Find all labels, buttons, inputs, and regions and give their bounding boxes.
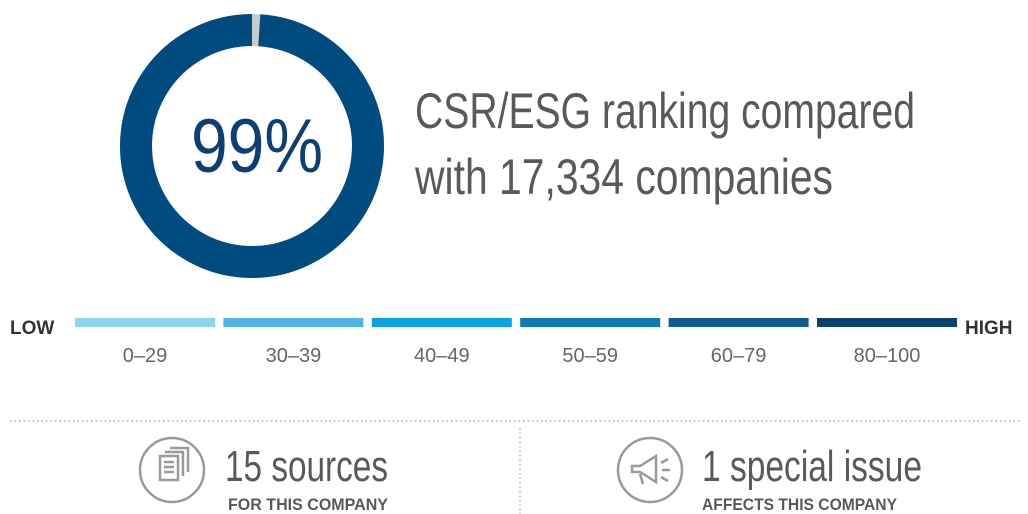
scale-band-label: 60–79 [711,345,767,367]
stat-subtitle: AFFECTS THIS COMPANY [702,495,898,514]
scale-band [75,318,215,327]
stat-title: 1 special issue [702,442,922,491]
stat-title: 15 sources [225,442,388,491]
sources-icon [138,436,206,504]
stat-subtitle: FOR THIS COMPANY [228,495,389,514]
scale-low: LOW [10,318,54,339]
scale-band-label: 80–100 [854,345,921,367]
scale-band [817,318,957,327]
score-label: 99% [191,104,323,189]
scale-band [668,318,809,327]
scale-band [371,318,512,327]
scale-band-label: 40–49 [414,345,470,367]
description-line: CSR/ESG ranking compared [415,83,915,139]
scale-high: HIGH [965,318,1013,339]
scale-band-label: 0–29 [123,345,168,367]
description-line: with 17,334 companies [414,149,833,205]
gauge-arc [120,14,384,278]
scale-band [223,318,364,327]
scale-band-label: 30–39 [266,345,322,367]
scale-band [520,318,661,327]
issue-icon [616,436,684,504]
scale-band-label: 50–59 [562,345,618,367]
